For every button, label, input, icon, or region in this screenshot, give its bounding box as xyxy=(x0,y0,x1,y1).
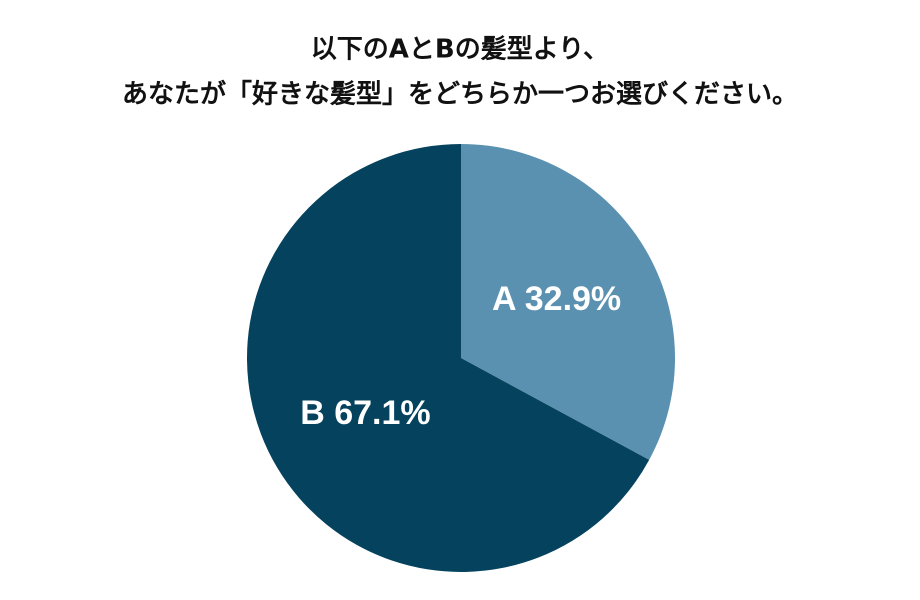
chart-title: あなたが「好きな髪型」をどちらか一つお選びください。 xyxy=(122,79,798,110)
pie-slice xyxy=(461,144,676,460)
pie-slice xyxy=(246,144,650,572)
data-label: B 67.1% xyxy=(300,394,430,432)
chart-title: 以下のAとBの髪型より、 xyxy=(311,35,609,65)
data-label: A 32.9% xyxy=(492,280,621,318)
